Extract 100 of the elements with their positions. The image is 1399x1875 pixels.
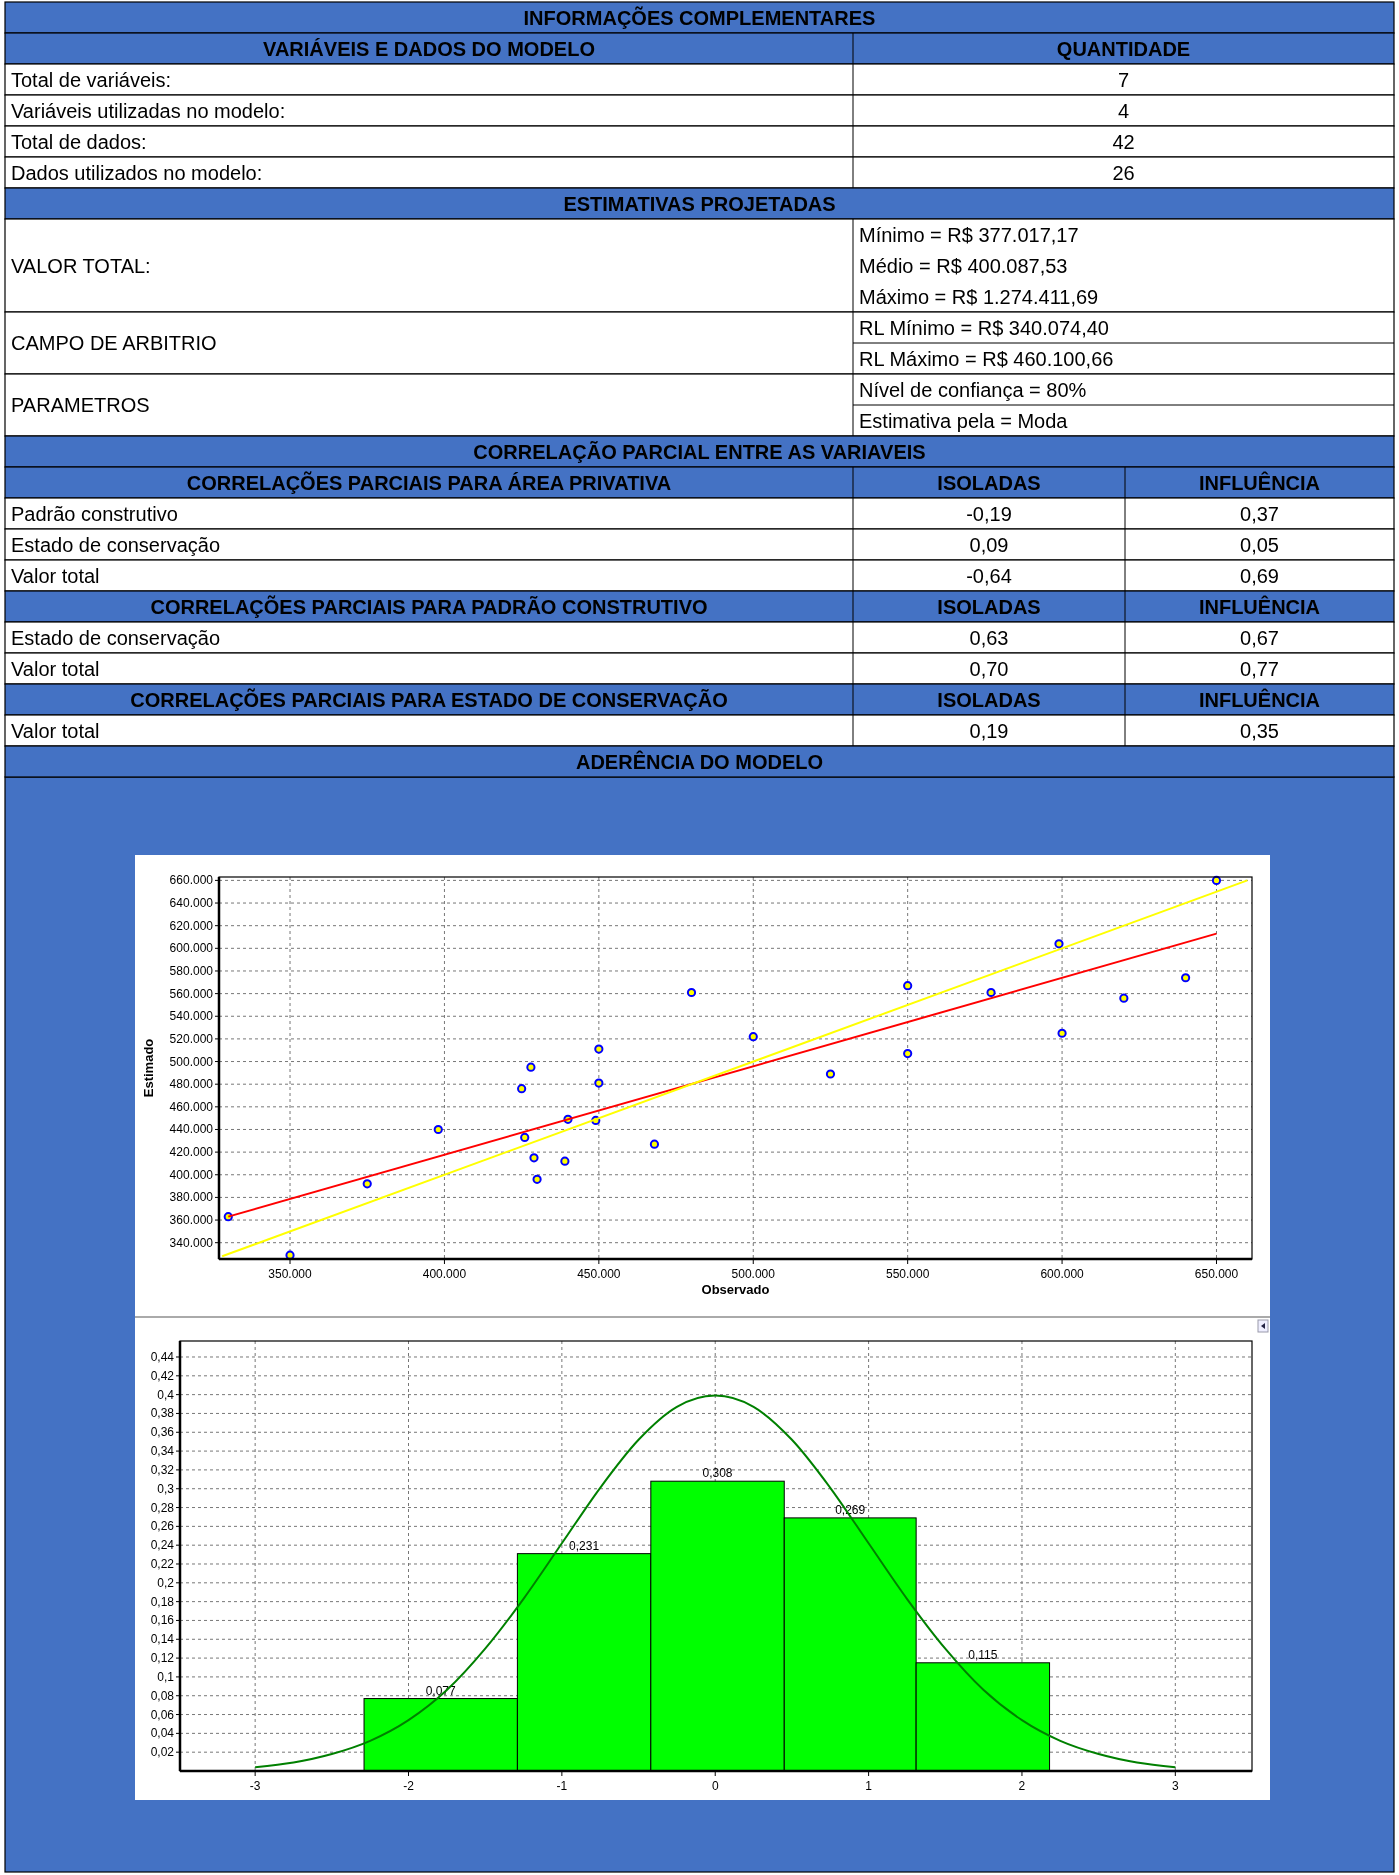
text: INFLUÊNCIA [1198, 594, 1321, 618]
text: CORRELAÇÕES PARCIAIS PARA ESTADO DE CONSERVAÇÃO [130, 687, 728, 711]
y-axis-title: Estimado [141, 1038, 156, 1098]
text: VARIÁVEIS E DADOS DO MODELO [263, 37, 595, 60]
y-tick-label: 0,3 [157, 1481, 175, 1496]
y-tick-label: 0,24 [150, 1538, 175, 1553]
text: -0,64 [966, 564, 1012, 587]
y-tick-label: 0,38 [150, 1406, 175, 1421]
text: Valor total [11, 564, 100, 587]
point [560, 1156, 570, 1166]
text: 0,70 [969, 657, 1009, 680]
text: Mínimo = R$ 377.017,17 [859, 223, 1079, 246]
text: 0,09 [969, 533, 1009, 556]
x-tick-label: 2 [1018, 1779, 1026, 1793]
x-tick-label: 500.000 [731, 1267, 776, 1281]
text: 42 [1112, 130, 1135, 153]
point [748, 1032, 758, 1042]
text: 0,63 [969, 626, 1009, 649]
text: ESTIMATIVAS PROJETADAS [563, 192, 836, 215]
y-tick-label: 0,34 [150, 1444, 175, 1459]
x-tick-label: 400.000 [422, 1267, 467, 1281]
point [903, 1049, 913, 1059]
text: Médio = R$ 400.087,53 [859, 254, 1068, 277]
x-tick-label: 1 [865, 1779, 873, 1793]
y-tick-label: 0,18 [150, 1594, 175, 1609]
point [686, 987, 697, 998]
y-tick-label: 660.000 [169, 873, 214, 888]
text: CORRELAÇÃO PARCIAL ENTRE AS VARIAVEIS [473, 440, 926, 463]
text: 7 [1117, 68, 1130, 91]
point [1054, 939, 1064, 949]
y-tick-label: 0,32 [150, 1462, 175, 1477]
text: INFORMAÇÕES COMPLEMENTARES [523, 5, 876, 29]
text: Estado de conservação [11, 533, 221, 556]
x-tick-label: 0 [711, 1779, 719, 1793]
y-tick-label: 560.000 [169, 986, 214, 1001]
x-axis-title: Observado [701, 1282, 770, 1297]
y-tick-label: 0,02 [150, 1745, 175, 1760]
y-tick-label: 0,16 [150, 1613, 175, 1628]
point [825, 1069, 836, 1079]
y-tick-label: 440.000 [169, 1122, 214, 1137]
y-tick-label: 0,28 [150, 1500, 175, 1515]
point [649, 1139, 660, 1149]
y-tick-label: 640.000 [169, 896, 214, 911]
text: CORRELAÇÕES PARCIAIS PARA ÁREA PRIVATIVA [186, 470, 672, 494]
y-tick-label: 540.000 [169, 1009, 214, 1024]
text: RL Mínimo = R$ 340.074,40 [859, 316, 1109, 339]
y-tick-label: 420.000 [169, 1145, 214, 1160]
y-tick-label: 620.000 [169, 918, 214, 933]
point [1181, 973, 1191, 983]
text: ISOLADAS [937, 688, 1041, 711]
point [986, 987, 996, 998]
x-tick-label: -3 [249, 1779, 261, 1793]
y-tick-label: 360.000 [169, 1213, 214, 1228]
line-series [254, 1394, 1177, 1769]
text: 0,35 [1240, 719, 1279, 742]
text: INFLUÊNCIA [1198, 687, 1321, 711]
text: PARAMETROS [11, 394, 150, 416]
point [594, 1078, 604, 1088]
y-tick-label: 0,4 [157, 1387, 175, 1402]
point [526, 1062, 536, 1072]
y-tick-label: 0,14 [150, 1632, 175, 1647]
text: Total de variáveis: [11, 68, 172, 91]
point [1057, 1028, 1067, 1038]
text: 0,67 [1240, 626, 1279, 649]
text: Máximo = R$ 1.274.411,69 [859, 285, 1099, 308]
y-tick-label: 520.000 [169, 1031, 214, 1046]
point [1119, 993, 1129, 1003]
y-tick-label: 0,04 [150, 1726, 175, 1741]
text: INFLUÊNCIA [1198, 470, 1321, 494]
text: Estimativa pela = Moda [859, 409, 1069, 432]
text: ISOLADAS [937, 471, 1041, 494]
y-tick-label: 0,42 [150, 1368, 175, 1383]
point [903, 981, 913, 991]
text: -0,19 [966, 502, 1012, 525]
data-label: 0,231 [569, 1538, 600, 1553]
text: ADERÊNCIA DO MODELO [575, 749, 824, 773]
y-tick-label: 0,12 [150, 1651, 175, 1666]
y-tick-label: 600.000 [169, 941, 214, 956]
point [529, 1153, 539, 1163]
point [517, 1084, 527, 1094]
text: RL Máximo = R$ 460.100,66 [859, 347, 1114, 370]
y-tick-label: 0,36 [150, 1425, 175, 1440]
text: 0,69 [1240, 564, 1279, 587]
text: 26 [1112, 161, 1135, 184]
point [433, 1124, 443, 1135]
y-tick-label: 460.000 [169, 1099, 214, 1114]
text: Padrão construtivo [11, 502, 178, 525]
x-tick-label: 450.000 [577, 1267, 621, 1281]
x-tick-label: 3 [1171, 1779, 1179, 1793]
text: VALOR TOTAL: [11, 254, 151, 277]
y-tick-label: 500.000 [169, 1054, 214, 1069]
text: 0,19 [969, 719, 1009, 742]
x-tick-label: 600.000 [1040, 1267, 1085, 1281]
y-tick-label: 0,06 [150, 1707, 175, 1722]
text: ISOLADAS [937, 595, 1041, 618]
x-tick-label: 650.000 [1194, 1267, 1239, 1281]
y-tick-label: 340.000 [169, 1235, 214, 1250]
y-tick-label: 580.000 [169, 963, 214, 978]
text: Dados utilizados no modelo: [11, 161, 263, 184]
point [532, 1174, 542, 1184]
